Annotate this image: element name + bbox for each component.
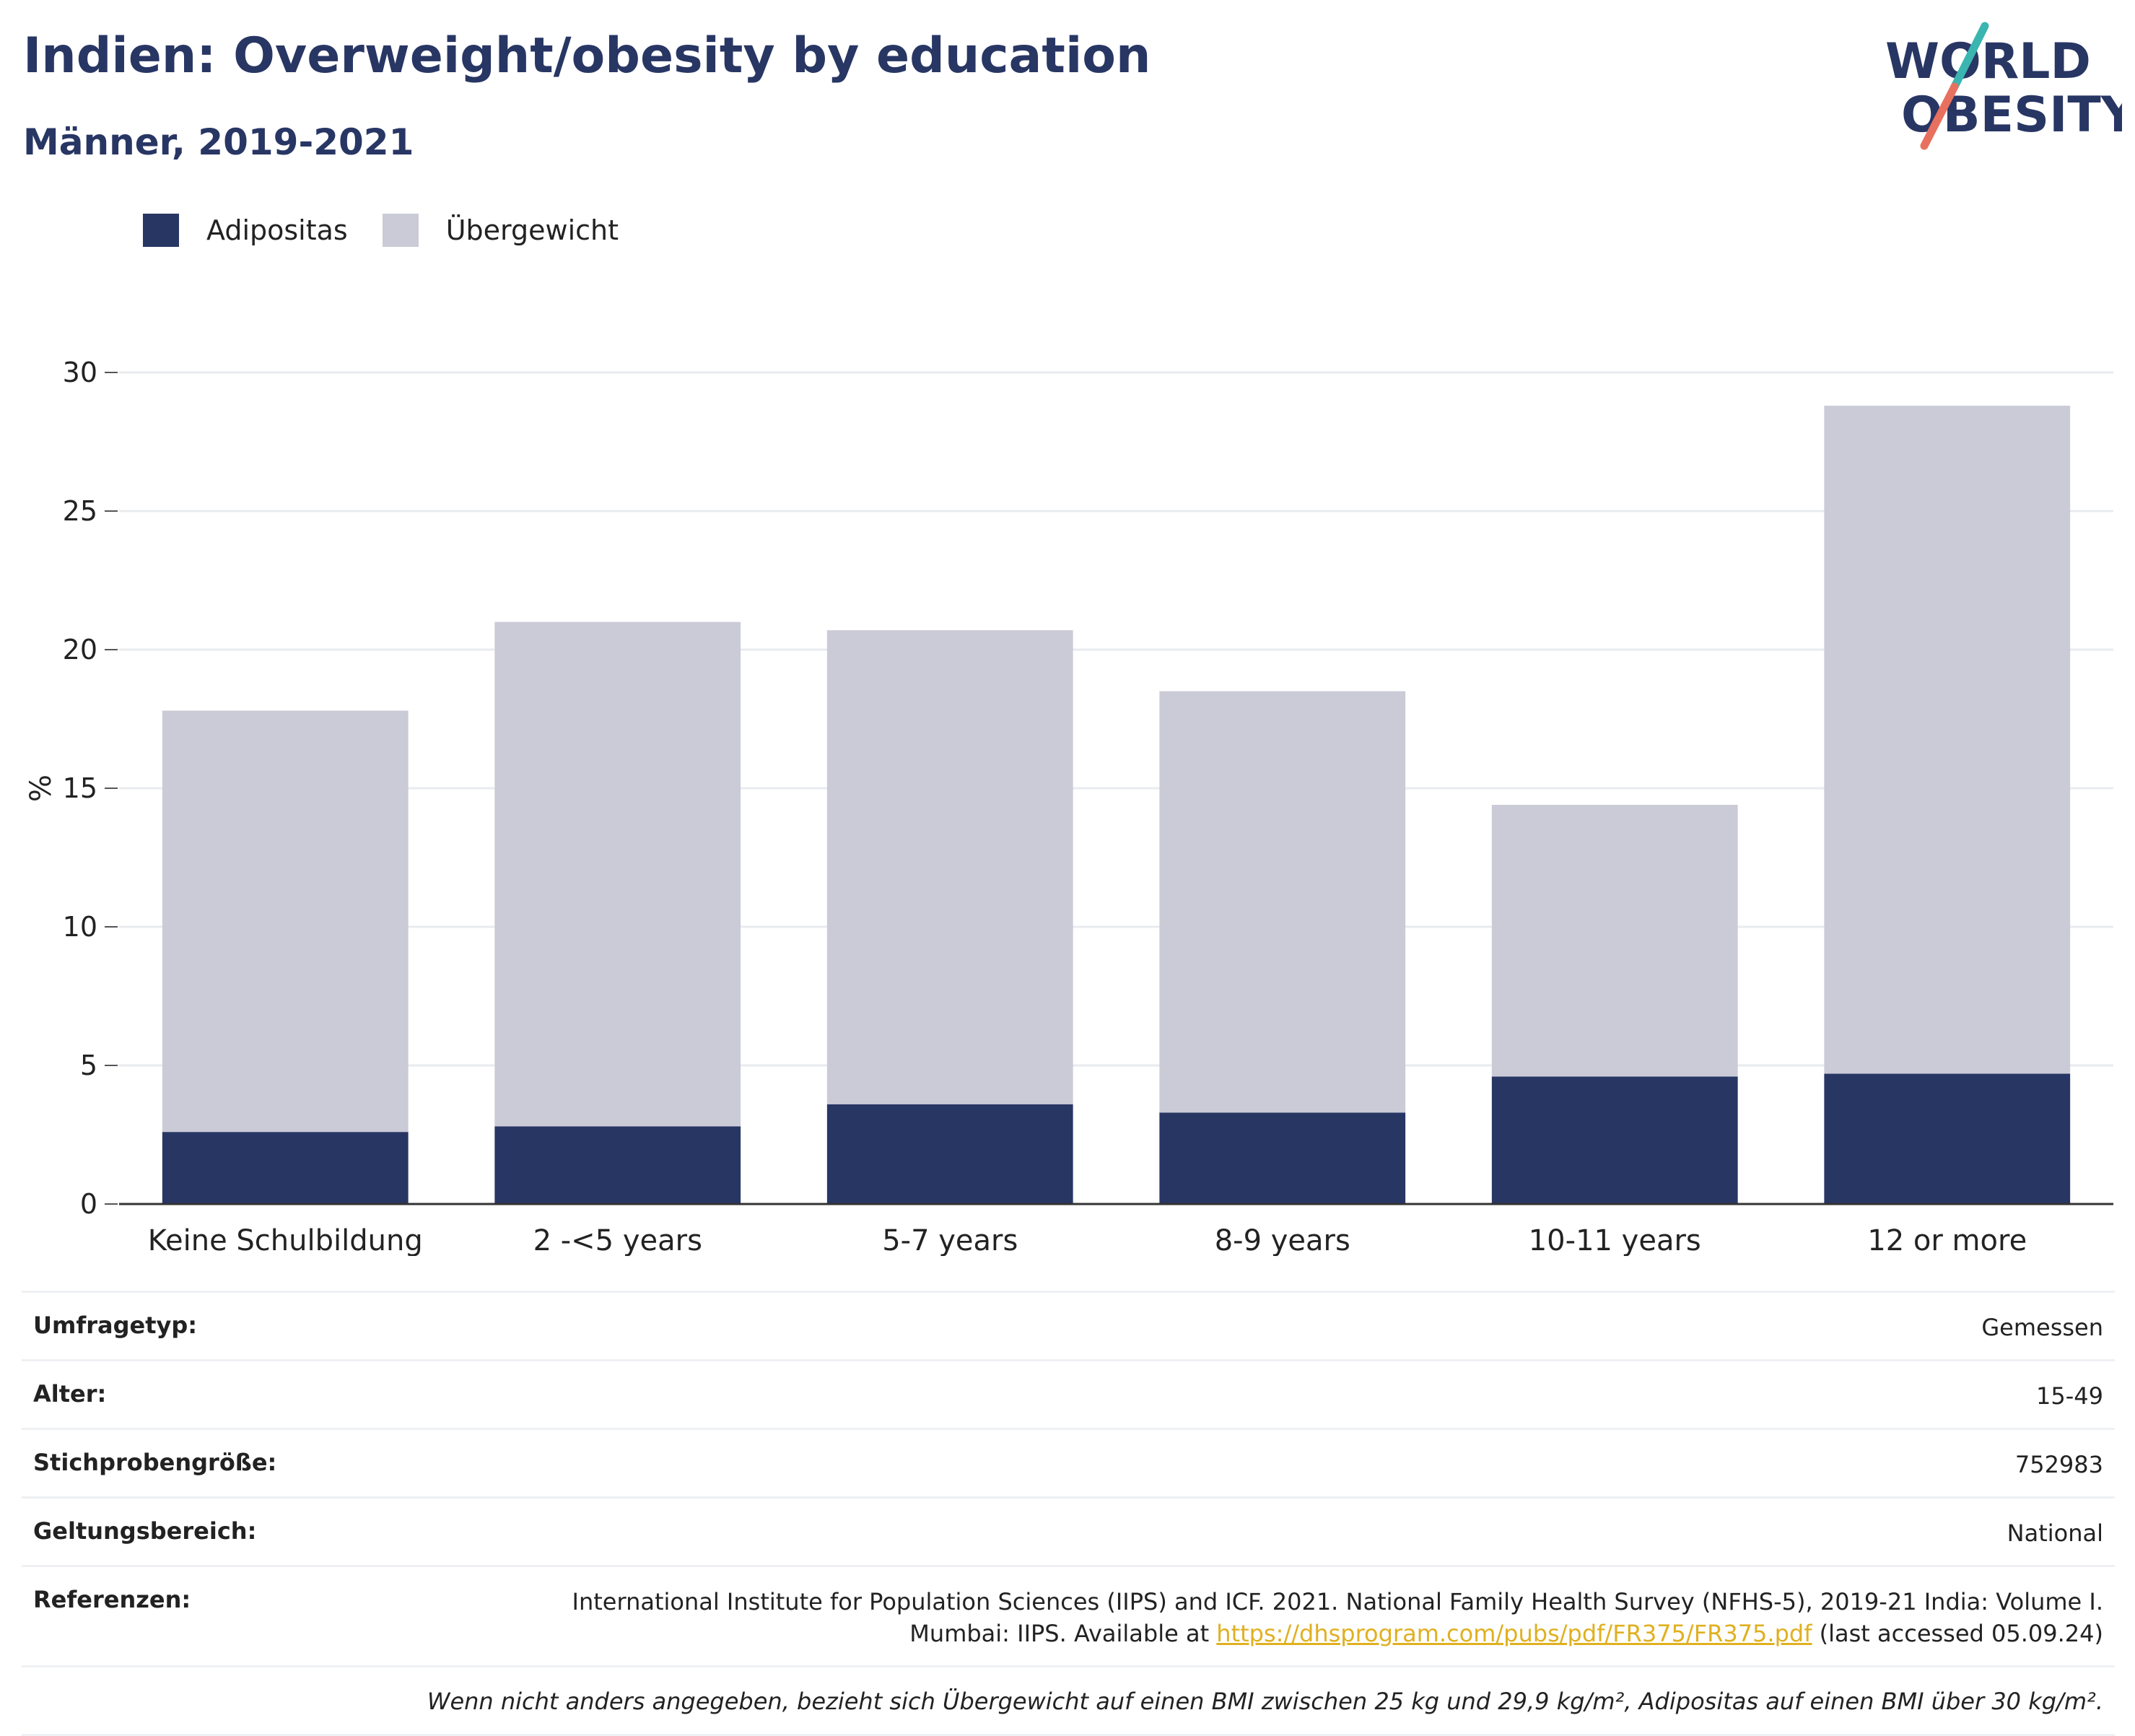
- legend-swatch-adipositas: [143, 214, 179, 247]
- y-tick-label: 15: [63, 772, 97, 804]
- bar-uebergewicht: [1159, 691, 1406, 1113]
- logo-line2: OBESITY: [1901, 87, 2122, 144]
- legend-item-uebergewicht[interactable]: Übergewicht: [382, 214, 619, 247]
- x-tick-label: 10-11 years: [1529, 1224, 1701, 1256]
- meta-value: 15-49: [2036, 1382, 2103, 1410]
- chart-subtitle: Männer, 2019-2021: [23, 121, 414, 163]
- y-tick-label: 20: [63, 634, 97, 666]
- y-tick-label: 10: [63, 911, 97, 943]
- chart-legend: Adipositas Übergewicht: [143, 214, 653, 247]
- reference-suffix: (last accessed 05.09.24): [1812, 1620, 2103, 1647]
- meta-label: Umfragetyp:: [33, 1312, 198, 1339]
- reference-prefix: Mumbai: IIPS. Available at: [909, 1620, 1217, 1647]
- logo-coral-slash: [1920, 82, 1959, 150]
- x-tick-label: 12 or more: [1867, 1224, 2027, 1256]
- bar-uebergewicht: [826, 630, 1073, 1104]
- chart-title: Indien: Overweight/obesity by education: [23, 27, 1151, 84]
- meta-value: National: [2007, 1519, 2103, 1547]
- x-tick-label: 2 -<5 years: [533, 1224, 702, 1256]
- bar-adipositas: [162, 1132, 409, 1204]
- x-tick-label: Keine Schulbildung: [148, 1224, 423, 1256]
- y-axis-label: %: [25, 775, 58, 802]
- world-obesity-logo: WORLD OBESITY: [1885, 22, 2122, 150]
- meta-row-scope: Geltungsbereich: National: [22, 1496, 2115, 1565]
- metadata-table: Umfragetyp: Gemessen Alter: 15-49 Stichp…: [22, 1291, 2115, 1736]
- meta-label: Alter:: [33, 1380, 107, 1408]
- logo-line1: WORLD: [1885, 33, 2091, 90]
- meta-row-sample-size: Stichprobengröße: 752983: [22, 1428, 2115, 1496]
- y-tick-label: 25: [63, 495, 97, 527]
- bar-uebergewicht: [1491, 805, 1738, 1077]
- bar-uebergewicht: [494, 621, 741, 1127]
- x-tick-label: 5-7 years: [882, 1224, 1018, 1256]
- y-tick-label: 30: [63, 357, 97, 388]
- meta-value: Gemessen: [1981, 1314, 2103, 1341]
- meta-row-references: Referenzen: International Institute for …: [22, 1565, 2115, 1665]
- bar-adipositas: [494, 1126, 741, 1204]
- reference-link[interactable]: https://dhsprogram.com/pubs/pdf/FR375/FR…: [1216, 1620, 1812, 1647]
- bar-adipositas: [826, 1104, 1073, 1204]
- logo-teal-slash: [1950, 22, 1989, 91]
- legend-label-uebergewicht: Übergewicht: [445, 214, 619, 246]
- legend-item-adipositas[interactable]: Adipositas: [143, 214, 348, 247]
- bar-uebergewicht: [1824, 406, 2071, 1074]
- bar-adipositas: [1491, 1076, 1738, 1204]
- reference-text: International Institute for Population S…: [572, 1586, 2103, 1649]
- legend-label-adipositas: Adipositas: [206, 214, 348, 246]
- bar-uebergewicht: [162, 710, 409, 1133]
- bmi-footnote: Wenn nicht anders angegeben, bezieht sic…: [22, 1665, 2115, 1736]
- stacked-bar-chart: 0 5 10 15 20 25 30% Keine Schulbildung 2 -<5 yea…: [25, 357, 2113, 1256]
- meta-value: 752983: [2014, 1451, 2103, 1478]
- meta-row-survey-type: Umfragetyp: Gemessen: [22, 1291, 2115, 1359]
- meta-label: Geltungsbereich:: [33, 1517, 257, 1545]
- bar-adipositas: [1159, 1112, 1406, 1204]
- reference-line2: Mumbai: IIPS. Available at https://dhspr…: [572, 1618, 2103, 1649]
- meta-label: Stichprobengröße:: [33, 1449, 277, 1476]
- x-tick-label: 8-9 years: [1215, 1224, 1350, 1256]
- y-tick-label: 0: [80, 1188, 97, 1220]
- reference-line1: International Institute for Population S…: [572, 1588, 2103, 1615]
- meta-row-age: Alter: 15-49: [22, 1359, 2115, 1428]
- legend-swatch-uebergewicht: [382, 214, 419, 247]
- bar-adipositas: [1824, 1073, 2071, 1204]
- meta-label: Referenzen:: [33, 1586, 191, 1613]
- y-tick-label: 5: [80, 1050, 97, 1081]
